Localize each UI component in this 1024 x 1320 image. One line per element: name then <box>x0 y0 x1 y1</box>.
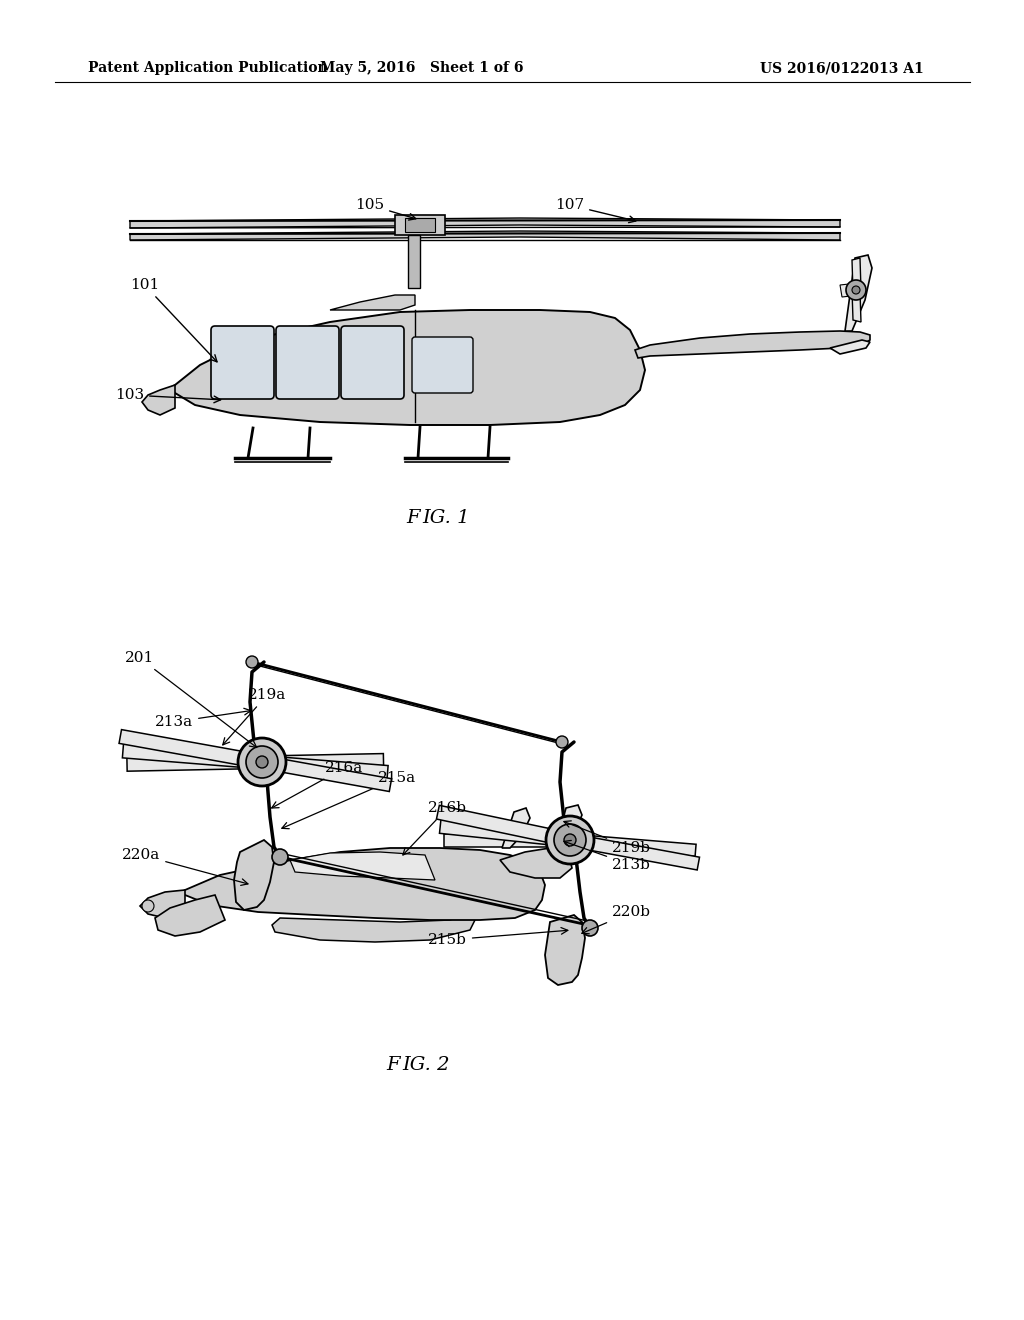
FancyBboxPatch shape <box>341 326 404 399</box>
Text: 101: 101 <box>130 279 217 362</box>
Polygon shape <box>170 310 645 425</box>
Polygon shape <box>395 215 445 235</box>
Polygon shape <box>555 805 582 847</box>
Polygon shape <box>155 895 225 936</box>
Polygon shape <box>502 808 530 847</box>
Polygon shape <box>247 752 391 792</box>
Text: 103: 103 <box>115 388 221 403</box>
Polygon shape <box>142 385 175 414</box>
Text: 219b: 219b <box>564 821 651 855</box>
Polygon shape <box>408 235 420 288</box>
Polygon shape <box>182 847 545 920</box>
Text: 105: 105 <box>355 198 416 220</box>
Circle shape <box>582 920 598 936</box>
Text: 215a: 215a <box>282 771 416 829</box>
Circle shape <box>852 286 860 294</box>
Polygon shape <box>545 915 585 985</box>
Text: 107: 107 <box>555 198 636 223</box>
Text: 216a: 216a <box>271 762 364 808</box>
Text: 201: 201 <box>125 651 257 747</box>
Circle shape <box>246 746 278 777</box>
Polygon shape <box>290 851 435 880</box>
Polygon shape <box>500 847 572 878</box>
Polygon shape <box>330 294 415 310</box>
Text: Patent Application Publication: Patent Application Publication <box>88 61 328 75</box>
Text: IG. 1: IG. 1 <box>422 510 469 527</box>
FancyBboxPatch shape <box>211 326 274 399</box>
Circle shape <box>564 834 575 846</box>
Polygon shape <box>130 218 840 228</box>
Text: 213a: 213a <box>155 709 251 729</box>
FancyBboxPatch shape <box>276 326 339 399</box>
Text: 220b: 220b <box>582 906 651 933</box>
Text: 216b: 216b <box>402 801 467 855</box>
Polygon shape <box>130 231 840 240</box>
Text: US 2016/0122013 A1: US 2016/0122013 A1 <box>760 61 924 75</box>
Circle shape <box>846 280 866 300</box>
Text: F: F <box>407 510 420 527</box>
Polygon shape <box>556 833 696 857</box>
Polygon shape <box>140 890 185 917</box>
FancyBboxPatch shape <box>412 337 473 393</box>
Polygon shape <box>840 282 860 297</box>
Circle shape <box>246 656 258 668</box>
Circle shape <box>554 824 586 855</box>
Polygon shape <box>436 805 586 850</box>
Polygon shape <box>123 744 278 770</box>
Polygon shape <box>249 754 384 768</box>
Text: 213b: 213b <box>564 841 651 873</box>
Polygon shape <box>127 755 278 771</box>
Circle shape <box>546 816 594 865</box>
Polygon shape <box>248 755 388 779</box>
Polygon shape <box>852 257 861 292</box>
Text: 219a: 219a <box>223 688 287 744</box>
Polygon shape <box>234 840 274 909</box>
Circle shape <box>238 738 286 785</box>
Circle shape <box>256 756 268 768</box>
Polygon shape <box>555 832 699 870</box>
Text: 220a: 220a <box>122 847 248 886</box>
Circle shape <box>142 900 154 912</box>
Polygon shape <box>444 833 584 846</box>
Circle shape <box>272 849 288 865</box>
Polygon shape <box>406 218 435 232</box>
Text: IG. 2: IG. 2 <box>402 1056 450 1074</box>
Text: F: F <box>386 1056 400 1074</box>
Polygon shape <box>439 820 585 849</box>
Text: May 5, 2016   Sheet 1 of 6: May 5, 2016 Sheet 1 of 6 <box>321 61 523 75</box>
Polygon shape <box>272 909 480 942</box>
Circle shape <box>556 737 568 748</box>
Polygon shape <box>830 341 870 354</box>
Polygon shape <box>635 331 870 358</box>
Polygon shape <box>845 255 872 331</box>
Text: 215b: 215b <box>428 928 568 946</box>
Polygon shape <box>852 290 861 322</box>
Polygon shape <box>119 730 279 772</box>
